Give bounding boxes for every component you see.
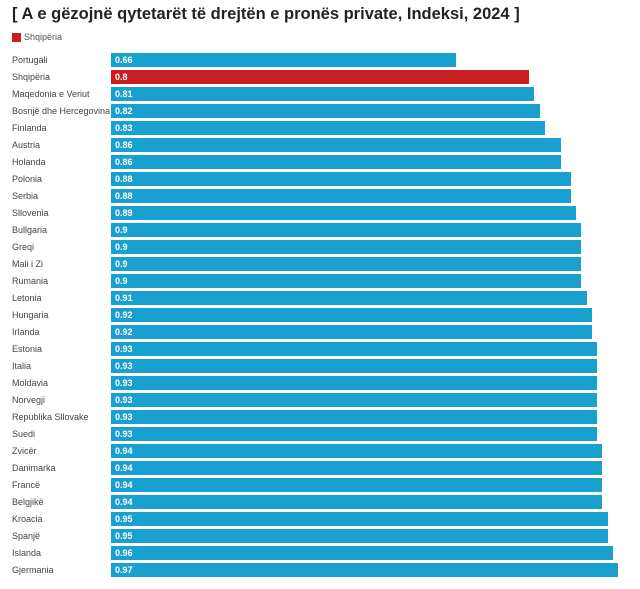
data-label: 0.93: [115, 344, 133, 354]
category-label: Portugali: [12, 55, 48, 65]
category-label: Francë: [12, 480, 41, 490]
category-label: Sllovenia: [12, 208, 49, 218]
category-label: Greqi: [12, 242, 35, 252]
chart-title: [ A e gëzojnë qytetarët të drejtën e pro…: [12, 5, 520, 23]
category-label: Maqedonia e Veriut: [12, 89, 90, 99]
bar: [111, 308, 592, 322]
bar: [111, 478, 603, 492]
data-label: 0.86: [115, 157, 133, 167]
bar: [111, 546, 613, 560]
bar: [111, 70, 530, 84]
data-label: 0.91: [115, 293, 133, 303]
data-label: 0.96: [115, 548, 133, 558]
bar: [111, 87, 535, 101]
legend: Shqipëria: [12, 32, 62, 42]
category-label: Letonia: [12, 293, 42, 303]
category-label: Gjermania: [12, 565, 54, 575]
data-label: 0.9: [115, 242, 128, 252]
bar: [111, 444, 603, 458]
data-label: 0.86: [115, 140, 133, 150]
data-label: 0.97: [115, 565, 133, 575]
category-label: Moldavia: [12, 378, 49, 388]
category-label: Norvegji: [12, 395, 46, 405]
bar: [111, 461, 603, 475]
legend-label: Shqipëria: [24, 32, 63, 42]
category-label: Rumania: [12, 276, 49, 286]
category-label: Islanda: [12, 548, 42, 558]
category-label: Holanda: [12, 157, 46, 167]
bar: [111, 393, 598, 407]
bar: [111, 206, 577, 220]
legend-swatch: [12, 32, 21, 42]
data-label: 0.94: [115, 446, 133, 456]
bar: [111, 155, 561, 169]
category-label: Zvicër: [12, 446, 37, 456]
category-label: Kroacia: [12, 514, 43, 524]
category-label: Irlanda: [12, 327, 40, 337]
bar: [111, 53, 456, 67]
bar: [111, 376, 598, 390]
bar: [111, 410, 598, 424]
category-label: Bullgaria: [12, 225, 48, 235]
data-label: 0.9: [115, 259, 128, 269]
category-label: Danimarka: [12, 463, 56, 473]
data-label: 0.93: [115, 412, 133, 422]
data-label: 0.94: [115, 463, 133, 473]
bar: [111, 325, 592, 339]
category-label: Shqipëria: [12, 72, 51, 82]
bar: [111, 495, 603, 509]
bar: [111, 121, 545, 135]
bar: [111, 257, 582, 271]
bar: [111, 104, 540, 118]
category-label: Bosnjë dhe Hercegovina: [12, 106, 111, 116]
category-label: Austria: [12, 140, 41, 150]
category-label: Serbia: [12, 191, 39, 201]
data-label: 0.66: [115, 55, 133, 65]
bar: [111, 291, 587, 305]
bar: [111, 240, 582, 254]
bar: [111, 189, 571, 203]
data-label: 0.93: [115, 361, 133, 371]
data-label: 0.81: [115, 89, 133, 99]
data-label: 0.94: [115, 497, 133, 507]
data-label: 0.82: [115, 106, 133, 116]
data-label: 0.8: [115, 72, 128, 82]
data-label: 0.92: [115, 310, 133, 320]
bar: [111, 138, 561, 152]
data-label: 0.95: [115, 531, 133, 541]
category-label: Finlanda: [12, 123, 47, 133]
data-label: 0.94: [115, 480, 133, 490]
data-label: 0.88: [115, 174, 133, 184]
bar: [111, 342, 598, 356]
category-label: Hungaria: [12, 310, 49, 320]
data-label: 0.89: [115, 208, 133, 218]
category-label: Estonia: [12, 344, 43, 354]
data-label: 0.9: [115, 225, 128, 235]
bar: [111, 512, 608, 526]
data-label: 0.92: [115, 327, 133, 337]
bar: [111, 359, 598, 373]
category-label: Mali i Zi: [12, 259, 43, 269]
data-label: 0.83: [115, 123, 133, 133]
category-label: Polonia: [12, 174, 43, 184]
category-label: Suedi: [12, 429, 36, 439]
bar: [111, 274, 582, 288]
data-label: 0.88: [115, 191, 133, 201]
bar: [111, 223, 582, 237]
category-label: Italia: [12, 361, 32, 371]
category-label: Republika Sllovake: [12, 412, 89, 422]
bar: [111, 172, 571, 186]
bar: [111, 427, 598, 441]
data-label: 0.93: [115, 378, 133, 388]
data-label: 0.93: [115, 429, 133, 439]
data-label: 0.95: [115, 514, 133, 524]
category-label: Spanjë: [12, 531, 41, 541]
bar: [111, 529, 608, 543]
bar: [111, 563, 618, 577]
data-label: 0.9: [115, 276, 128, 286]
category-label: Belgjikë: [12, 497, 44, 507]
data-label: 0.93: [115, 395, 133, 405]
